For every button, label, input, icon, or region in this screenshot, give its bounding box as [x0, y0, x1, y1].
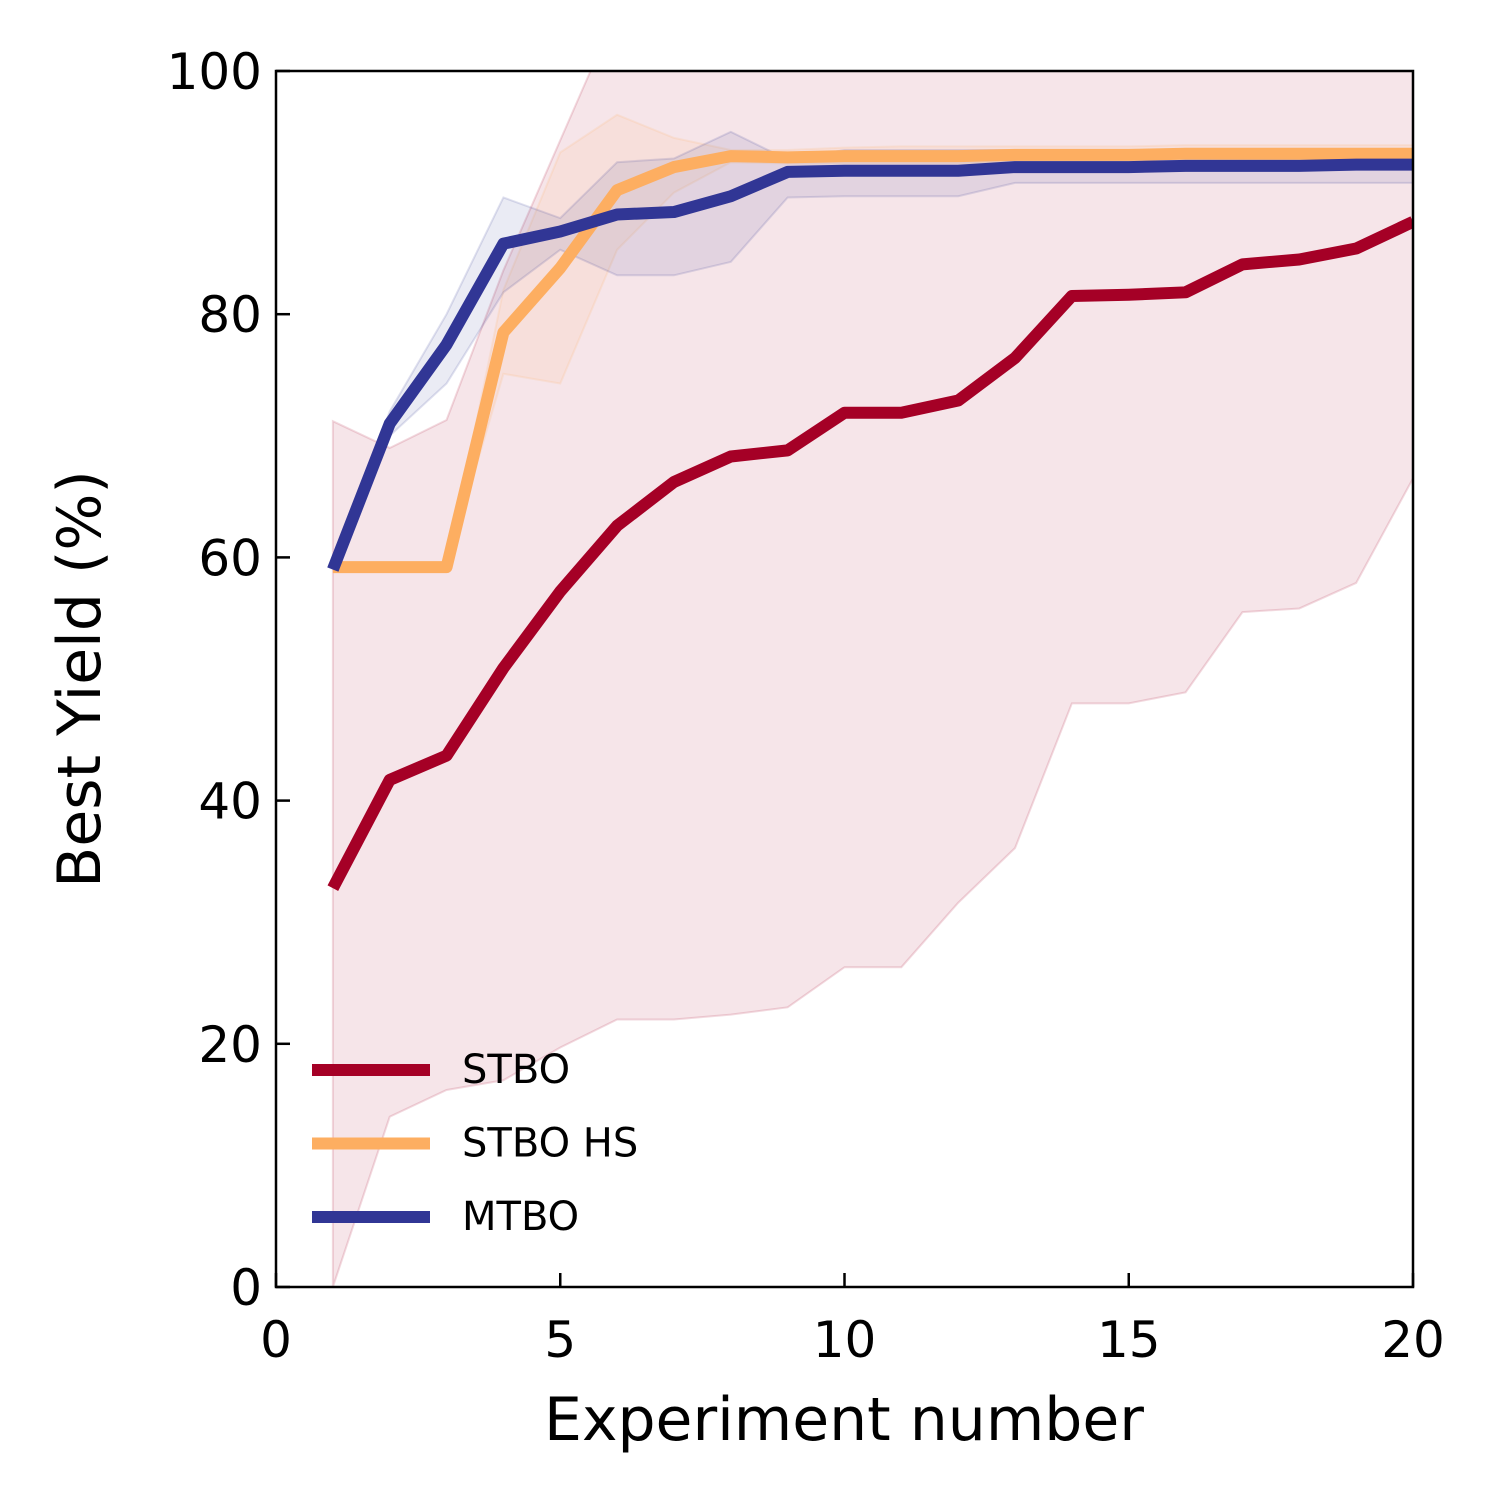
- y-tick-label: 20: [198, 1016, 262, 1074]
- x-axis-label: Experiment number: [544, 1385, 1144, 1455]
- confidence-band: [332, 113, 1413, 569]
- y-tick-label: 80: [198, 286, 262, 344]
- x-tick-label: 15: [1097, 1311, 1161, 1369]
- y-tick-label: 0: [230, 1259, 262, 1317]
- legend-label: STBO HS: [462, 1121, 638, 1167]
- legend-label: STBO: [462, 1047, 570, 1093]
- legend-label: MTBO: [462, 1194, 579, 1240]
- y-tick-label: 60: [198, 529, 262, 587]
- x-tick-label: 0: [260, 1311, 292, 1369]
- confidence-band: [331, 130, 1413, 570]
- x-tick-label: 10: [813, 1311, 877, 1369]
- line: [327, 216, 1413, 891]
- y-tick-label: 100: [167, 43, 262, 101]
- x-tick-label: 20: [1381, 1311, 1445, 1369]
- y-axis-label: Best Yield (%): [45, 470, 115, 888]
- confidence-band: [331, 71, 1413, 1287]
- x-tick-label: 5: [544, 1311, 576, 1369]
- plot-area: [327, 71, 1413, 1287]
- line: [327, 158, 1413, 572]
- line: [332, 147, 1413, 574]
- y-tick-label: 40: [198, 773, 262, 831]
